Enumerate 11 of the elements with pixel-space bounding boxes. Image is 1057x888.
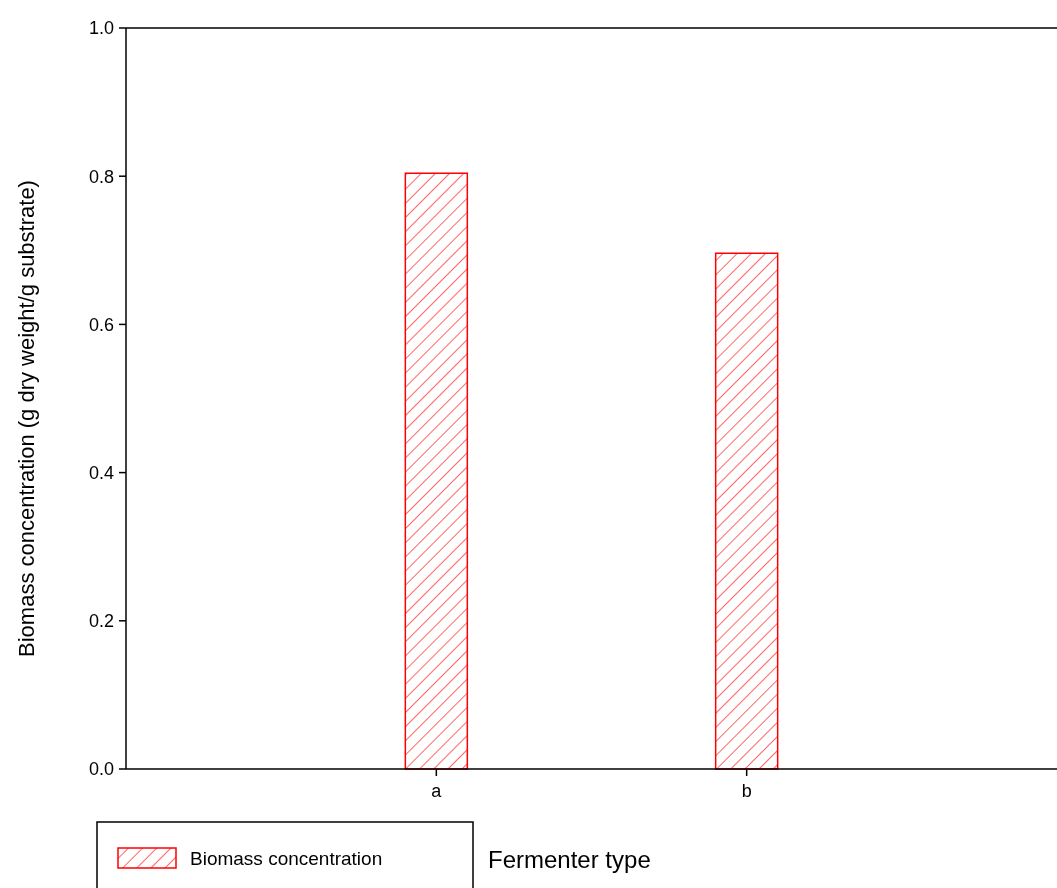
legend-label: Biomass concentration — [190, 847, 383, 869]
x-axis-title: Fermenter type — [488, 846, 651, 873]
y-tick-label: 0.8 — [88, 166, 114, 187]
y-tick-label: 1.0 — [88, 18, 114, 39]
x-tick-label: a — [431, 781, 443, 801]
y-tick-label: 0.2 — [88, 611, 114, 632]
x-tick-label: b — [741, 781, 752, 801]
y-tick-label: 0.4 — [88, 462, 114, 483]
y-tick-label: 0.6 — [88, 314, 114, 335]
y-axis-title: Biomass concentration (g dry weight/g substrate) — [14, 180, 39, 657]
y-tick-label: 0.0 — [88, 759, 114, 780]
